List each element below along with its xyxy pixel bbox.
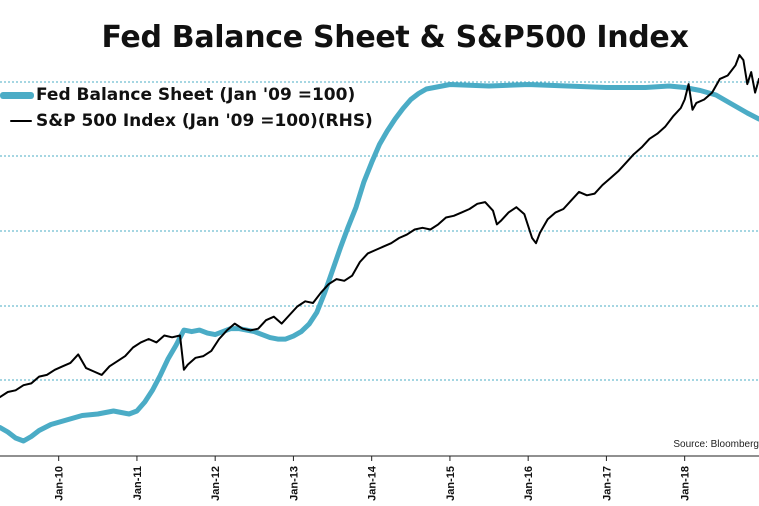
series-lines (0, 54, 759, 444)
chart-title: Fed Balance Sheet & S&P500 Index (101, 20, 689, 55)
source-note: Source: Bloomberg (673, 439, 759, 450)
series-line-sp500 (0, 54, 759, 399)
x-tick-label: Jan-16 (523, 466, 535, 501)
legend-label-spx: S&P 500 Index (Jan '09 =100)(RHS) (36, 111, 373, 131)
x-tick-label: Jan-13 (288, 466, 300, 501)
legend-swatch-spx (10, 120, 32, 122)
legend-label-fed: Fed Balance Sheet (Jan '09 =100) (36, 85, 356, 105)
x-tick-label: Jan-18 (680, 466, 692, 501)
x-tick-label: Jan-14 (367, 465, 379, 501)
x-tick-label: Jan-17 (601, 466, 613, 501)
x-tick-label: Jan-15 (445, 466, 457, 501)
legend: Fed Balance Sheet (Jan '09 =100) S&P 500… (0, 82, 373, 134)
legend-item-spx: S&P 500 Index (Jan '09 =100)(RHS) (0, 108, 373, 134)
x-tick-label: Jan-10 (54, 466, 66, 501)
series-line-fed-balance-sheet (0, 82, 759, 444)
x-tick-label: Jan-12 (210, 466, 222, 501)
x-axis: Jan-10 Jan-11 Jan-12 Jan-13 Jan-14 Jan-15 Jan-… (0, 455, 759, 501)
x-tick-label: Jan-11 (132, 466, 144, 500)
legend-swatch-fed (0, 91, 34, 99)
legend-item-fed: Fed Balance Sheet (Jan '09 =100) (0, 82, 373, 108)
